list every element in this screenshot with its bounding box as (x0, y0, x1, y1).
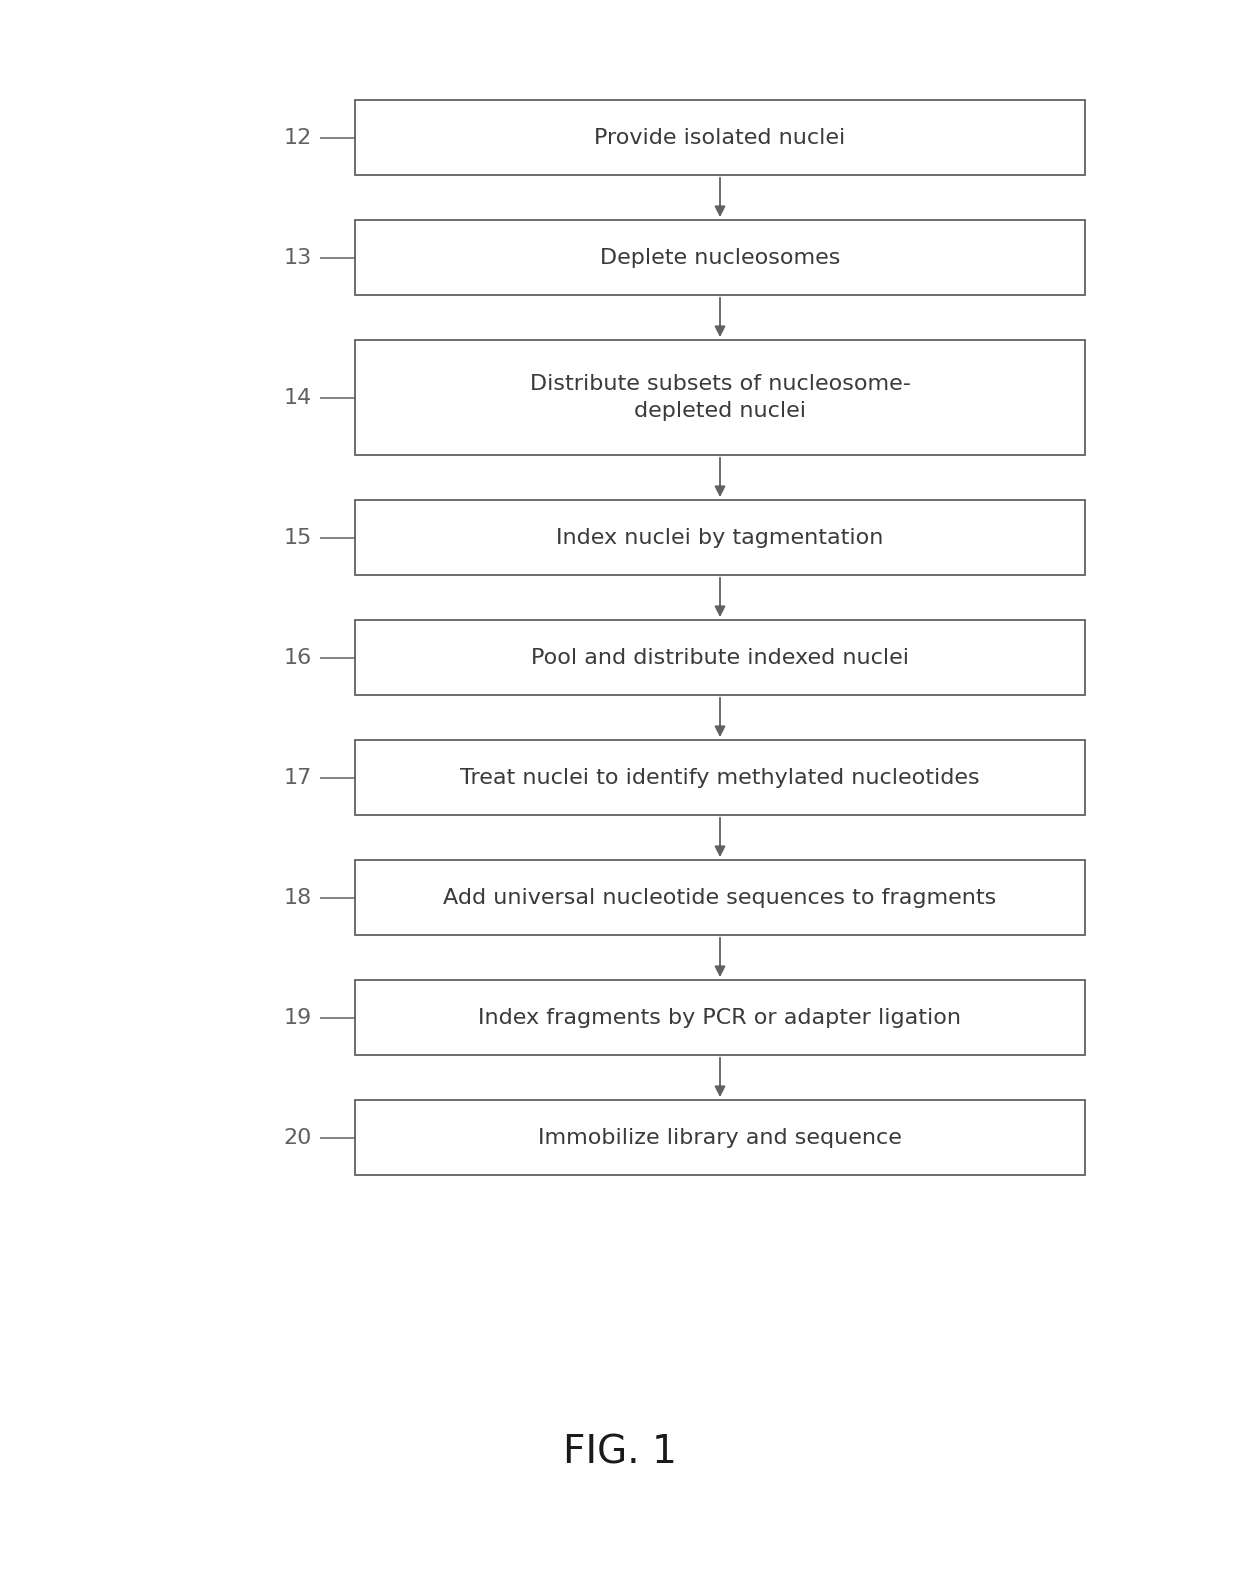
Bar (355, 739, 1085, 815)
Bar (355, 500, 1085, 576)
Bar (355, 340, 1085, 455)
Text: 19: 19 (284, 1007, 312, 1027)
Text: 20: 20 (284, 1128, 312, 1147)
Bar (355, 860, 1085, 934)
Text: 17: 17 (284, 768, 312, 788)
Text: Provide isolated nuclei: Provide isolated nuclei (594, 127, 846, 148)
Text: 12: 12 (284, 127, 312, 148)
Text: Pool and distribute indexed nuclei: Pool and distribute indexed nuclei (531, 648, 909, 667)
Bar (355, 101, 1085, 175)
Text: 18: 18 (284, 887, 312, 908)
Text: 15: 15 (284, 527, 312, 547)
Text: Immobilize library and sequence: Immobilize library and sequence (538, 1128, 901, 1147)
Text: Deplete nucleosomes: Deplete nucleosomes (600, 247, 841, 267)
Text: 16: 16 (284, 648, 312, 667)
Bar (355, 620, 1085, 695)
Text: FIG. 1: FIG. 1 (563, 1435, 677, 1472)
Bar (355, 220, 1085, 296)
Text: 13: 13 (284, 247, 312, 267)
Text: Treat nuclei to identify methylated nucleotides: Treat nuclei to identify methylated nucl… (460, 768, 980, 788)
Text: Index nuclei by tagmentation: Index nuclei by tagmentation (557, 527, 884, 547)
Bar (355, 980, 1085, 1055)
Bar (355, 1100, 1085, 1175)
Text: Index fragments by PCR or adapter ligation: Index fragments by PCR or adapter ligati… (479, 1007, 961, 1027)
Text: 14: 14 (284, 387, 312, 407)
Text: Add universal nucleotide sequences to fragments: Add universal nucleotide sequences to fr… (444, 887, 997, 908)
Text: Distribute subsets of nucleosome-
depleted nuclei: Distribute subsets of nucleosome- deplet… (529, 374, 910, 420)
